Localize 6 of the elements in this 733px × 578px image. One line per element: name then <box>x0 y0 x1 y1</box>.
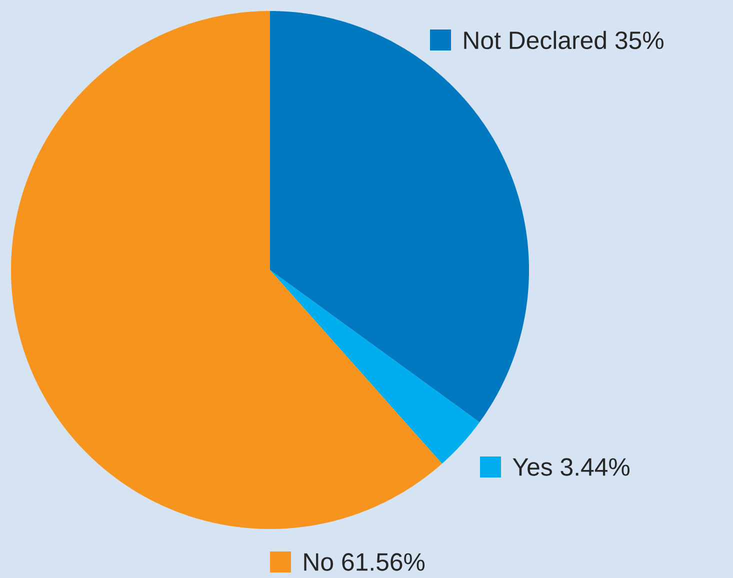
data-label: 3.44% <box>560 458 630 476</box>
legend-label: Not Declared <box>464 30 606 50</box>
legend-label: No <box>304 553 333 571</box>
data-label: 35% <box>615 32 664 50</box>
legend-label: Yes <box>512 458 552 476</box>
data-label: 61.56% <box>342 553 425 571</box>
